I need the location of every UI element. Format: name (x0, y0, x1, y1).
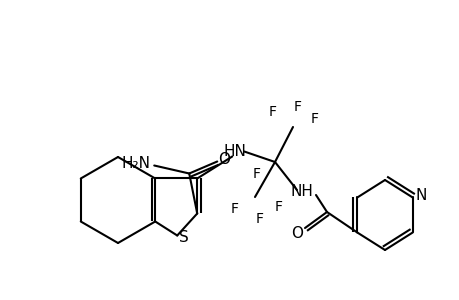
Text: F: F (310, 112, 318, 126)
Text: O: O (218, 152, 230, 167)
Text: F: F (256, 212, 263, 226)
Text: O: O (291, 226, 302, 242)
Text: F: F (293, 100, 302, 114)
Text: F: F (252, 167, 260, 181)
Text: F: F (269, 105, 276, 119)
Text: H₂N: H₂N (122, 156, 151, 171)
Text: F: F (274, 200, 282, 214)
Text: N: N (414, 188, 425, 203)
Text: HN: HN (224, 144, 246, 159)
Text: NH: NH (290, 184, 313, 200)
Text: F: F (230, 202, 239, 216)
Text: S: S (179, 230, 189, 245)
